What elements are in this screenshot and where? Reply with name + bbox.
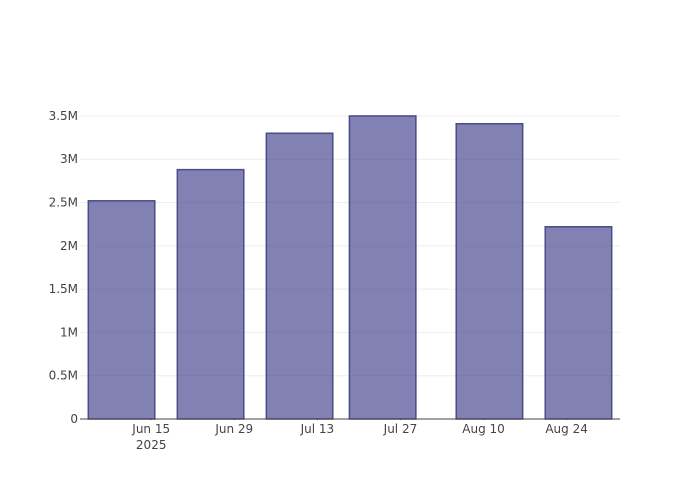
x-tick-label: Aug 24 <box>545 422 588 436</box>
y-tick-label: 1M <box>60 325 78 339</box>
y-tick-label: 2.5M <box>49 196 78 210</box>
bar <box>87 200 156 420</box>
y-tick-label: 3.5M <box>49 109 78 123</box>
y-tick-label: 0 <box>70 412 78 426</box>
x-tick-label: Aug 10 <box>462 422 505 436</box>
y-tick-label: 2M <box>60 239 78 253</box>
bar <box>455 122 524 420</box>
x-tick-label: Jun 15 2025 <box>131 422 170 452</box>
x-tick-label: Jun 29 <box>214 422 253 436</box>
bar <box>348 115 417 420</box>
bar <box>544 226 613 420</box>
y-tick-label: 1.5M <box>49 282 78 296</box>
bar <box>265 132 334 420</box>
x-tick-label: Jul 27 <box>383 422 418 436</box>
x-tick-label: Jul 13 <box>300 422 335 436</box>
y-tick-label: 3M <box>60 152 78 166</box>
y-tick-label: 0.5M <box>49 369 78 383</box>
bar <box>176 168 245 420</box>
